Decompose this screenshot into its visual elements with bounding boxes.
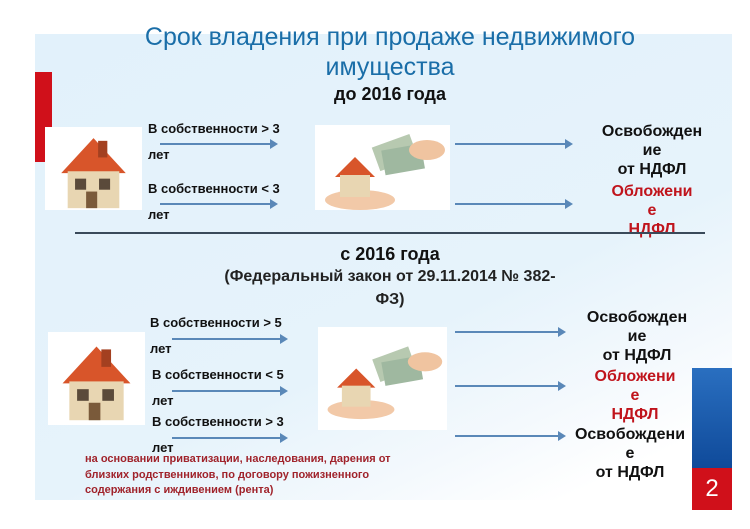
title-line2: имущества <box>325 53 455 81</box>
arrow-icon <box>172 433 288 443</box>
slide-number: 2 <box>692 468 732 510</box>
before-row1-label: В собственности > 3 лет <box>148 121 280 162</box>
arrow-icon <box>160 199 278 209</box>
after-result-exempt-inherit: Освобождени е от НДФЛ <box>574 426 686 481</box>
arrow-icon <box>160 139 278 149</box>
after-result-taxed: Обложени е НДФЛ <box>594 368 676 423</box>
arrow-icon <box>455 327 566 337</box>
after-row2-label: В собственности < 5 лет <box>152 367 284 408</box>
arrow-icon <box>172 334 288 344</box>
before-result-exempt: Освобожден ие от НДФЛ <box>601 123 703 178</box>
arrow-icon <box>455 431 566 441</box>
footnote: на основании приватизации, наследования,… <box>85 453 391 496</box>
arrow-icon <box>455 381 566 391</box>
arrow-icon <box>455 139 573 149</box>
before-result-taxed: Обложени е НДФЛ <box>611 183 693 238</box>
section-divider <box>75 232 705 234</box>
house-sale-image <box>315 125 450 210</box>
blue-accent-bar <box>692 368 732 468</box>
title-line1: Срок владения при продаже недвижимого <box>144 23 636 51</box>
law-line1: (Федеральный закон от 29.11.2014 № 382- <box>224 268 556 285</box>
after-row3-label: В собственности > 3 лет <box>152 414 284 455</box>
arrow-icon <box>172 386 288 396</box>
after-result-exempt: Освобожден ие от НДФЛ <box>586 309 688 364</box>
law-line2: ФЗ) <box>375 291 405 308</box>
before-heading: до 2016 года <box>334 84 446 104</box>
before-row2-label: В собственности < 3 лет <box>148 181 280 222</box>
after-heading: с 2016 года <box>340 244 440 264</box>
arrow-icon <box>455 199 573 209</box>
house-sale-image <box>318 327 447 430</box>
house-image <box>45 127 142 210</box>
house-image <box>48 332 145 425</box>
after-row1-label: В собственности > 5 лет <box>150 315 282 356</box>
